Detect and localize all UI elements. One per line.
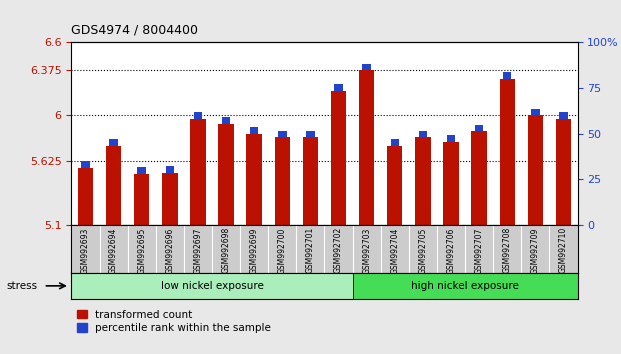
Bar [306, 131, 315, 137]
Bar [247, 133, 262, 225]
Bar [471, 131, 487, 225]
Bar [363, 64, 371, 70]
Text: GSM992703: GSM992703 [362, 227, 371, 274]
Text: GSM992700: GSM992700 [278, 227, 287, 274]
Text: GSM992707: GSM992707 [474, 227, 484, 274]
Text: GSM992696: GSM992696 [165, 227, 175, 274]
Text: high nickel exposure: high nickel exposure [411, 281, 519, 291]
Text: GSM992698: GSM992698 [222, 227, 230, 273]
Bar [166, 166, 174, 172]
Text: GSM992704: GSM992704 [390, 227, 399, 274]
Bar [391, 139, 399, 146]
Bar [190, 119, 206, 225]
Bar [415, 137, 430, 225]
Bar [222, 117, 230, 124]
Text: GDS4974 / 8004400: GDS4974 / 8004400 [71, 23, 199, 36]
Bar [134, 174, 150, 225]
Bar [531, 109, 540, 115]
Bar [302, 137, 318, 225]
Bar [353, 273, 578, 299]
Text: GSM992710: GSM992710 [559, 227, 568, 273]
Bar [556, 119, 571, 225]
Text: GSM992695: GSM992695 [137, 227, 146, 274]
Bar [503, 72, 512, 79]
Bar [499, 79, 515, 225]
Bar [446, 136, 455, 142]
Bar [78, 168, 93, 225]
Bar [106, 146, 121, 225]
Text: GSM992706: GSM992706 [446, 227, 455, 274]
Bar [81, 161, 89, 168]
Bar [109, 139, 118, 146]
Text: stress: stress [6, 281, 37, 291]
Text: GSM992702: GSM992702 [334, 227, 343, 273]
Text: GSM992701: GSM992701 [306, 227, 315, 273]
Bar [278, 131, 286, 137]
Bar [250, 127, 258, 133]
Text: GSM992693: GSM992693 [81, 227, 90, 274]
Bar [475, 125, 483, 131]
Text: GSM992697: GSM992697 [194, 227, 202, 274]
Text: GSM992708: GSM992708 [503, 227, 512, 273]
Text: low nickel exposure: low nickel exposure [161, 281, 263, 291]
Bar [331, 91, 347, 225]
Bar [137, 167, 146, 174]
Text: GSM992699: GSM992699 [250, 227, 259, 274]
Bar [387, 146, 402, 225]
Text: GSM992694: GSM992694 [109, 227, 118, 274]
Bar [71, 273, 353, 299]
Bar [528, 115, 543, 225]
Legend: transformed count, percentile rank within the sample: transformed count, percentile rank withi… [76, 310, 271, 333]
Bar [194, 112, 202, 119]
Text: GSM992709: GSM992709 [531, 227, 540, 274]
Bar [162, 172, 178, 225]
Text: GSM992705: GSM992705 [419, 227, 427, 274]
Bar [359, 70, 374, 225]
Bar [274, 137, 290, 225]
Bar [219, 124, 233, 225]
Bar [334, 84, 343, 91]
Bar [419, 131, 427, 137]
Bar [443, 142, 459, 225]
Bar [560, 112, 568, 119]
